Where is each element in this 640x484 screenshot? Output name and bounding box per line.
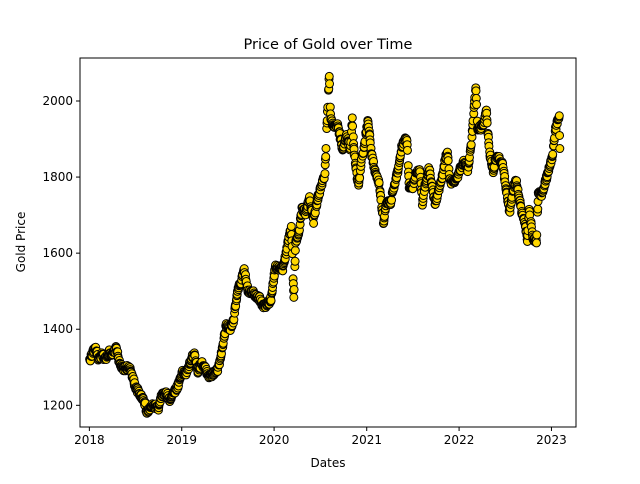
x-tick-label: 2022 <box>444 433 475 447</box>
y-tick-label: 1800 <box>42 170 73 184</box>
data-point <box>472 100 482 110</box>
data-point <box>286 221 296 231</box>
data-point <box>548 149 558 159</box>
data-point <box>289 284 299 294</box>
y-tick-label: 1200 <box>42 398 73 412</box>
data-point <box>532 230 542 240</box>
data-point <box>554 111 564 121</box>
y-tick-label: 1400 <box>42 322 73 336</box>
plot-frame <box>79 57 577 428</box>
data-point <box>348 121 358 131</box>
data-point <box>325 79 335 89</box>
y-axis-label: Gold Price <box>14 212 28 273</box>
data-point <box>355 173 365 183</box>
y-axis-ticks: 1200 1400 1600 1800 2000 <box>42 94 80 412</box>
x-tick-label: 2018 <box>74 433 105 447</box>
chart-title: Price of Gold over Time <box>244 37 413 53</box>
data-point <box>321 143 331 153</box>
data-points <box>85 71 565 418</box>
data-point <box>402 145 412 155</box>
data-point <box>532 238 542 248</box>
data-point <box>289 292 299 302</box>
data-point <box>324 71 334 81</box>
x-tick-label: 2019 <box>166 433 197 447</box>
y-tick-label: 2000 <box>42 94 73 108</box>
data-point <box>555 130 565 140</box>
data-point <box>482 118 492 128</box>
data-point <box>290 256 300 266</box>
y-tick-label: 1600 <box>42 246 73 260</box>
data-point <box>309 218 319 228</box>
x-axis-label: Dates <box>311 456 346 470</box>
data-point <box>290 245 300 255</box>
data-point <box>443 156 453 166</box>
data-point <box>555 144 565 154</box>
data-point <box>466 140 476 150</box>
x-tick-label: 2021 <box>351 433 382 447</box>
x-tick-label: 2023 <box>536 433 567 447</box>
data-point <box>321 152 331 162</box>
data-point <box>533 204 543 214</box>
x-axis-ticks: 2018 2019 2020 2021 2022 2023 <box>74 427 567 447</box>
data-point <box>320 169 330 179</box>
x-tick-label: 2020 <box>259 433 290 447</box>
data-point <box>471 86 481 96</box>
data-point <box>347 113 357 123</box>
data-point <box>387 195 397 205</box>
data-point <box>374 178 384 188</box>
